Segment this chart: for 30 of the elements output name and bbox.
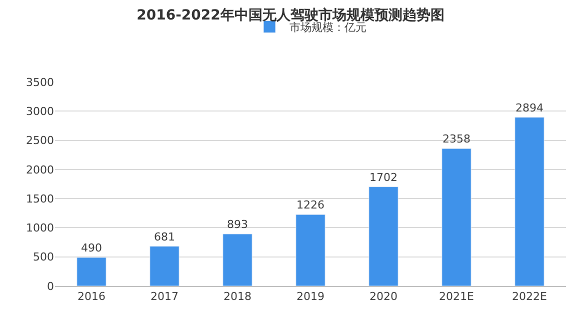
x-tick-label: 2020 — [370, 290, 398, 304]
y-tick-label: 1000 — [26, 222, 54, 235]
bar — [76, 257, 106, 286]
y-tick-label: 3500 — [26, 76, 54, 89]
data-label: 490 — [81, 241, 102, 254]
x-tick-label: 2016 — [78, 290, 106, 304]
x-tick-label: 2021E — [439, 290, 474, 304]
bar — [368, 186, 398, 286]
bar — [150, 246, 180, 286]
data-label: 2358 — [442, 132, 470, 146]
y-tick-label: 3000 — [26, 104, 54, 118]
x-tick-label: 2019 — [296, 290, 324, 304]
x-tick-label: 2018 — [224, 290, 252, 304]
data-label: 681 — [154, 230, 175, 244]
legend-label: 市场规模：亿元 — [290, 20, 366, 34]
bar — [296, 214, 326, 286]
y-tick-label: 500 — [33, 250, 54, 264]
y-tick-label: 1500 — [26, 192, 54, 206]
y-tick-label: 0 — [47, 280, 54, 293]
y-tick-label: 2000 — [26, 163, 54, 176]
x-tick-label: 2022E — [512, 290, 548, 304]
x-tick-label: 2017 — [150, 290, 178, 304]
bar — [514, 117, 544, 286]
data-label: 2894 — [516, 101, 544, 114]
y-tick-label: 2500 — [26, 134, 54, 148]
data-label: 1702 — [370, 170, 398, 184]
bar — [222, 234, 252, 286]
data-label: 1226 — [296, 198, 324, 212]
data-label: 893 — [227, 218, 248, 231]
bar — [442, 148, 472, 286]
